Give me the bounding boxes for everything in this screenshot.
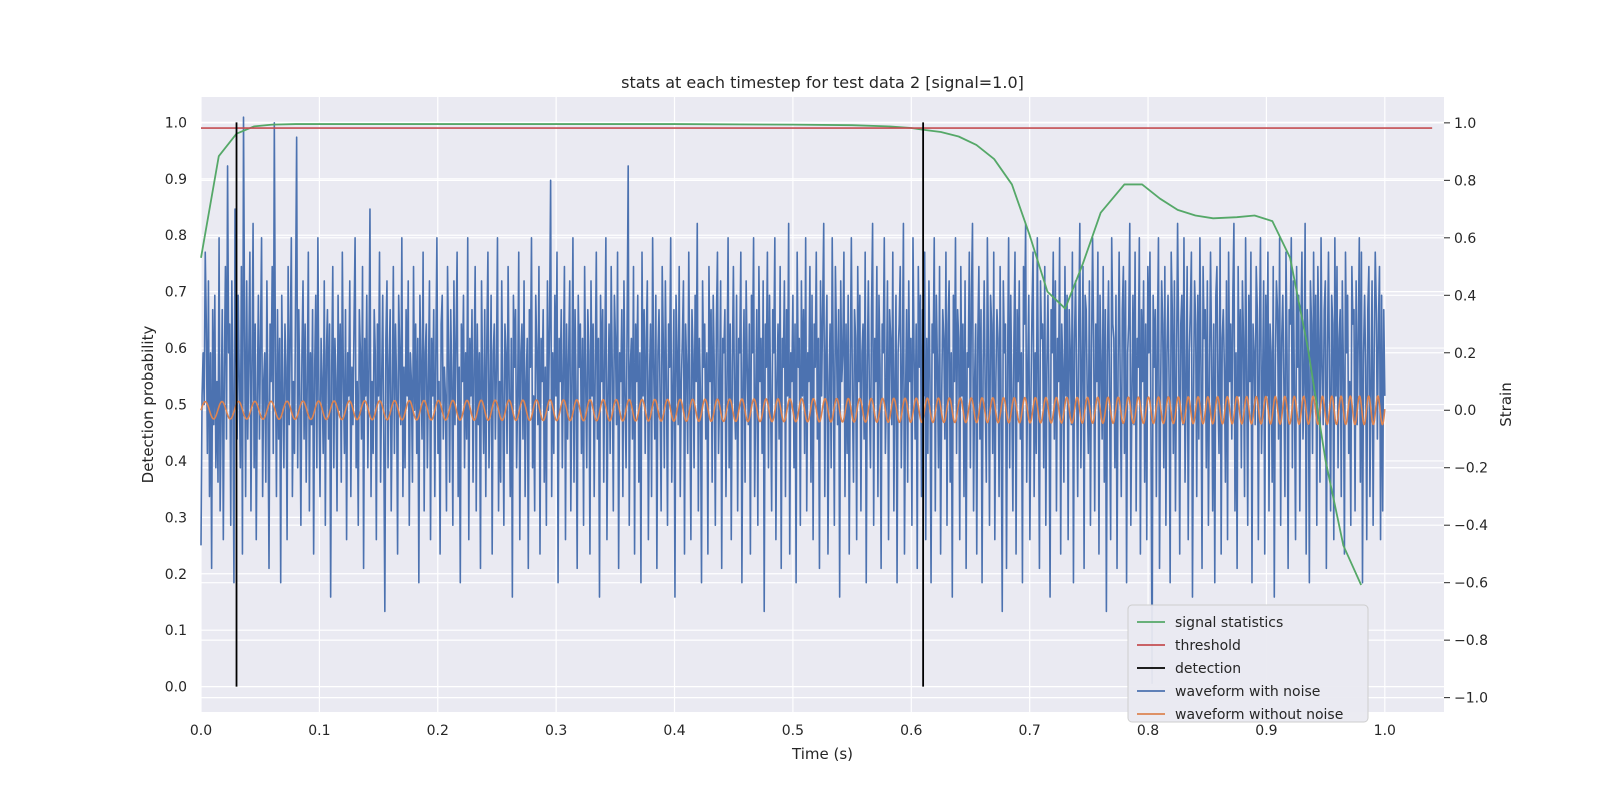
y2-tick-label: −0.4 [1454, 518, 1488, 534]
x-axis-ticks: 0.0 0.1 0.2 0.3 0.4 0.5 0.6 0.7 0.8 0.9 1.0 [190, 723, 1396, 739]
legend-label: waveform with noise [1175, 684, 1320, 700]
y-tick-label: 0.1 [165, 623, 187, 639]
x-tick-label: 0.0 [190, 723, 212, 739]
y2-tick-label: 0.8 [1454, 173, 1476, 189]
x-tick-label: 0.4 [663, 723, 685, 739]
legend-label: waveform without noise [1175, 707, 1343, 723]
y-tick-label: 1.0 [165, 115, 187, 131]
y2-tick-label: 0.2 [1454, 346, 1476, 362]
chart-title: stats at each timestep for test data 2 [… [621, 73, 1024, 92]
y-tick-label: 0.0 [165, 680, 187, 696]
series-signal-statistics [200, 123, 1362, 586]
legend-label: detection [1175, 661, 1241, 677]
series-waveform-without-noise [200, 395, 1386, 426]
series-layer [200, 116, 1433, 687]
y-tick-label: 0.2 [165, 567, 187, 583]
legend-box [1127, 604, 1369, 723]
legend: signal statistics threshold detection wavef… [1127, 604, 1369, 723]
y-axis-title: Detection probability [139, 326, 157, 484]
x-tick-label: 0.6 [900, 723, 922, 739]
y2-tick-label: −0.2 [1454, 461, 1488, 477]
x-tick-label: 0.3 [545, 723, 567, 739]
x-tick-label: 0.9 [1255, 723, 1277, 739]
y-tick-label: 0.5 [165, 398, 187, 414]
y-tick-label: 0.4 [165, 454, 187, 470]
y2-tick-label: 0.0 [1454, 403, 1476, 419]
x-axis-title: Time (s) [791, 745, 853, 763]
y2-tick-label: 0.6 [1454, 231, 1476, 247]
y2-tick-label: −1.0 [1454, 691, 1488, 707]
x-tick-label: 1.0 [1374, 723, 1396, 739]
y-tick-label: 0.9 [165, 172, 187, 188]
y-tick-label: 0.7 [165, 285, 187, 301]
legend-label: signal statistics [1175, 615, 1283, 631]
y2-axis-title: Strain [1497, 382, 1515, 426]
y-tick-label: 0.6 [165, 341, 187, 357]
x-tick-label: 0.7 [1019, 723, 1041, 739]
x-tick-label: 0.8 [1137, 723, 1159, 739]
y-tick-label: 0.3 [165, 510, 187, 526]
x-tick-label: 0.1 [308, 723, 330, 739]
y-axis-ticks: 0.0 0.1 0.2 0.3 0.4 0.5 0.6 0.7 0.8 0.9 1.0 [165, 115, 187, 695]
y-tick-label: 0.8 [165, 228, 187, 244]
y2-tick-label: 0.4 [1454, 288, 1476, 304]
series-waveform-with-noise [200, 116, 1386, 685]
y2-tick-label: 1.0 [1454, 116, 1476, 132]
y2-tick-label: −0.8 [1454, 633, 1488, 649]
y2-axis-ticks: −1.0 −0.8 −0.6 −0.4 −0.2 0.0 0.2 0.4 0.6 0.8 1.0 [1444, 116, 1488, 707]
y2-tick-label: −0.6 [1454, 576, 1488, 592]
x-tick-label: 0.5 [782, 723, 804, 739]
x-tick-label: 0.2 [427, 723, 449, 739]
legend-label: threshold [1175, 638, 1241, 654]
